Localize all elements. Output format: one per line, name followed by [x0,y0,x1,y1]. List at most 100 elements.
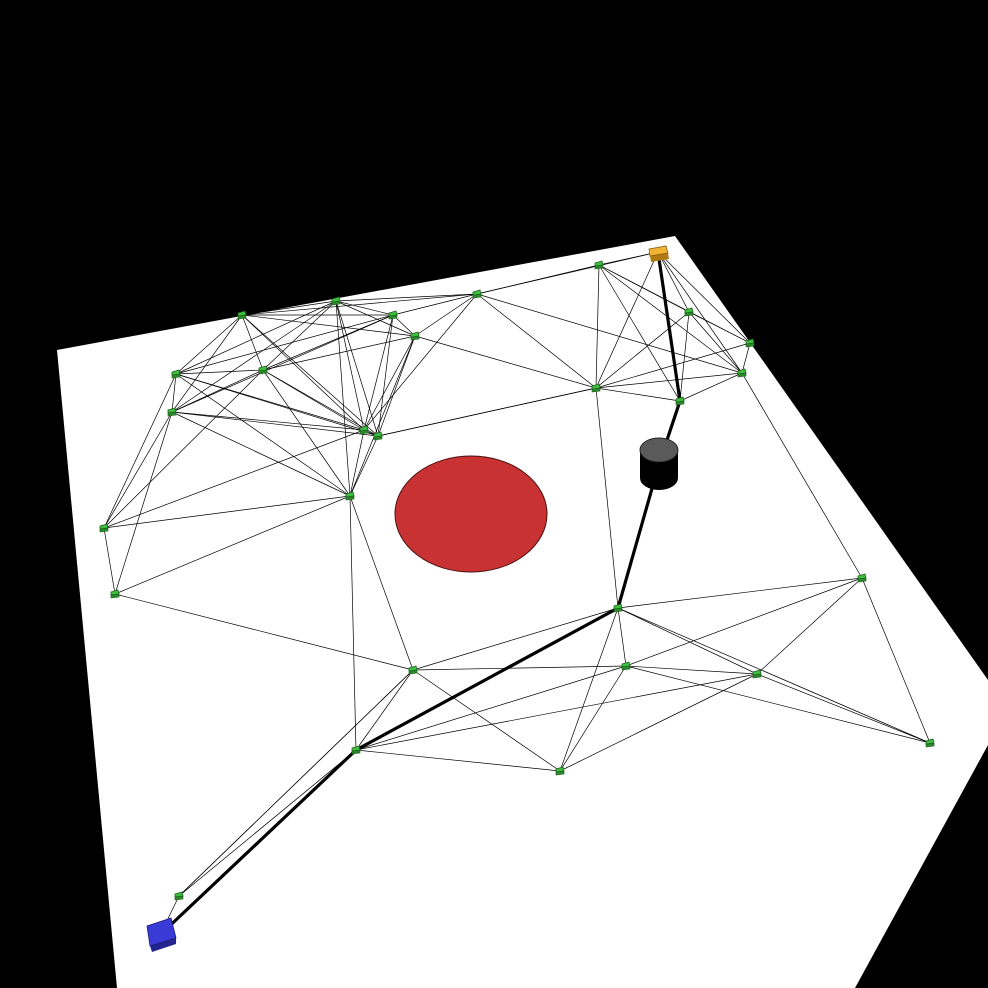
green-cube-node-icon [857,573,867,583]
roadmap-edge [114,411,173,595]
roadmap-edge [355,749,561,772]
roadmap-edge [335,300,416,337]
path-segment [656,250,682,403]
roadmap-edge [741,372,863,579]
roadmap-edge [363,335,416,431]
roadmap-edge [262,300,337,371]
node-cube-top [331,296,341,303]
roadmap-edge [335,293,478,302]
roadmap-edge [355,665,627,751]
roadmap-edge [171,411,379,437]
roadmap-edge [355,673,758,751]
green-cube-node-icon [591,383,601,393]
green-cube-node-icon [737,368,747,378]
node-cube-top [684,307,694,314]
roadmap-edge [103,495,351,529]
roadmap-edge [412,665,627,671]
roadmap-edge [476,293,597,389]
roadmap-edge [103,411,173,529]
node-cube-top [675,396,685,403]
node-cube-top [857,573,867,580]
node-cube-top [925,738,935,745]
roadmap-edges [103,251,931,936]
green-cube-node-icon [388,310,398,320]
green-cube-node-icon [684,307,694,317]
node-cube-top [737,368,747,375]
roadmap-edge [171,300,337,413]
roadmap-edge [241,314,379,437]
roadmap-edge [657,251,690,313]
roadmap-edge [595,387,619,609]
roadmap-edge [476,264,600,295]
roadmap-edge [559,665,627,772]
roadmap-edge [598,264,681,402]
green-cube-node-icon [555,766,565,776]
roadmap-edge [412,669,561,772]
roadmap-edge [679,372,743,402]
roadmap-edge [412,607,619,671]
start-cube-side [150,938,176,952]
green-cube-node-icon [174,891,184,901]
green-cube-node-icon [110,589,120,599]
roadmap-edge [595,372,743,389]
roadmap-edge [349,429,365,497]
roadmap-edge [756,673,931,744]
roadmap-edge [175,373,351,497]
roadmap-edge [175,369,264,375]
roadmap-edge [335,300,379,437]
roadmap-edge [262,369,379,437]
roadmap-edge [861,577,931,744]
roadmap-edge [625,665,758,675]
node-cube-top [594,260,604,267]
path-segment [354,606,620,752]
roadmap-edge [103,429,365,529]
roadmap-edge [241,293,478,316]
roadmap-edge [349,335,416,497]
roadmap-edge [377,387,597,437]
green-cube-node-icon [752,669,762,679]
green-cube-node-icon [925,738,935,748]
green-cube-node-icon [351,745,361,755]
roadmap-edge [559,673,758,772]
roadmap-edge [377,314,394,437]
roadmap-edge [171,314,243,413]
roadmap-edge [657,251,751,344]
node-cube-top [110,589,120,596]
node-cube-top [408,665,418,672]
roadmap-edge [114,593,414,671]
yellow-cube-icon [648,245,669,257]
roadmap-edge [414,293,478,337]
green-cube-node-icon [745,338,755,348]
roadmap-edge [175,314,243,375]
roadmap-edge [377,335,416,437]
roadmap-edge [617,607,627,667]
roadmap-edge [657,251,743,374]
node-cube-top [621,661,631,668]
green-cube-node-icon [373,431,383,441]
green-cube-node-icon [237,310,247,320]
roadmap-edge [595,387,681,402]
node-cube-top [237,310,247,317]
roadmap-edge [175,314,394,375]
roadmap-edge [241,314,416,337]
roadmap-edge [756,577,863,675]
node-cube-top [388,310,398,317]
roadmap-edge [171,411,351,497]
roadmap-edge [262,335,416,371]
roadmap-edge [103,527,116,595]
green-cube-node-icon [594,260,604,270]
roadmap-edge [114,495,351,595]
roadmap-edge [595,342,751,389]
green-cube-node-icon [613,603,623,613]
node-cube-top [555,766,565,773]
robot-cylinder-top [639,437,679,463]
blue-cube-icon [146,917,177,947]
roadmap-edge [363,314,394,431]
green-cube-node-icon [675,396,685,406]
roadmap-edge [178,749,357,897]
start-marker [146,917,177,952]
roadmap-edge [559,607,619,772]
roadmap-edge [103,373,177,529]
node-cube-top [613,603,623,610]
